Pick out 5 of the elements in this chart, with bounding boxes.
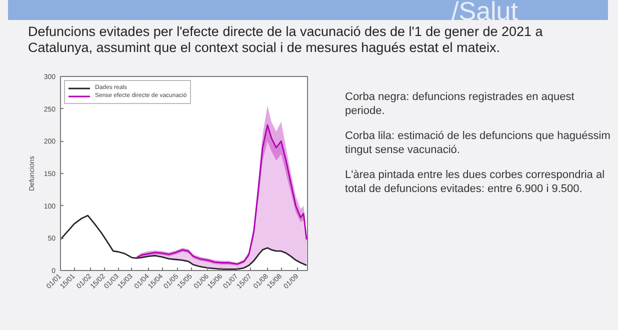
- chart-title: Defuncions evitades per l'efecte directe de la vacunació des de l'1 de gener de 2021 a Catalunya, assumint que el context social i de mesures hagués estat el mateix.: [28, 24, 544, 56]
- text: L'àrea pintada entre les dues corbes correspondria al total de defuncions evitades: entre 6.900 i 9.500.: [345, 168, 606, 196]
- text: /Salut: [452, 0, 518, 26]
- text: Corba negra: defuncions registrades en aquest periode.: [345, 90, 576, 118]
- text: Corba lila: estimació de les defuncions que haguéssim tingut sense vacunació.: [345, 129, 612, 157]
